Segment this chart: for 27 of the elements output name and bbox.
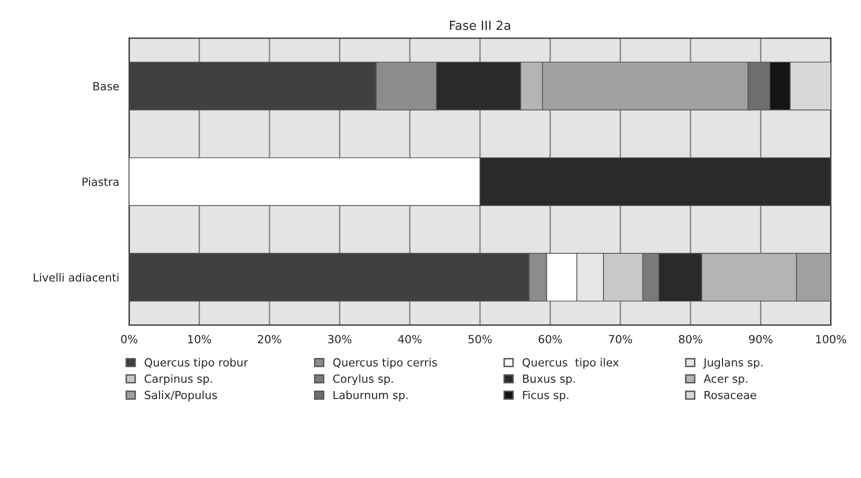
legend-label: Acer sp. bbox=[704, 374, 748, 386]
legend-label: Laburnum sp. bbox=[334, 390, 408, 402]
x-tick-label: 70% bbox=[608, 334, 632, 344]
legend-label: Salix/Populus bbox=[144, 390, 217, 402]
y-tick-label: Livelli adiacenti bbox=[34, 273, 118, 282]
legend-label: Rosaceae bbox=[704, 390, 756, 400]
legend-label: Quercus tipo robur bbox=[144, 358, 248, 369]
x-tick-label: 100% bbox=[816, 334, 846, 344]
x-tick-label: 60% bbox=[538, 334, 562, 344]
legend-label: Ficus sp. bbox=[523, 390, 568, 402]
legend-label: Buxus sp. bbox=[523, 374, 575, 386]
x-tick-label: 30% bbox=[328, 334, 352, 344]
chart-title: Fase III 2a bbox=[450, 20, 510, 30]
legend-label: Carpinus sp. bbox=[144, 374, 212, 386]
x-tick-label: 20% bbox=[258, 334, 282, 344]
legend-label: Quercus tipo ilex bbox=[522, 358, 619, 369]
legend-label: Quercus tipo cerris bbox=[333, 358, 437, 369]
x-tick-label: 90% bbox=[749, 334, 772, 344]
x-tick-label: 80% bbox=[678, 334, 702, 344]
x-tick-label: 0% bbox=[121, 334, 138, 344]
y-tick-label: Piastra bbox=[82, 177, 118, 186]
x-tick-label: 10% bbox=[188, 334, 212, 344]
legend-label: Corylus sp. bbox=[333, 374, 393, 386]
x-tick-label: 40% bbox=[398, 334, 422, 344]
legend-label: Juglans sp. bbox=[702, 358, 762, 369]
y-tick-label: Base bbox=[93, 82, 119, 90]
x-tick-label: 50% bbox=[468, 334, 492, 344]
